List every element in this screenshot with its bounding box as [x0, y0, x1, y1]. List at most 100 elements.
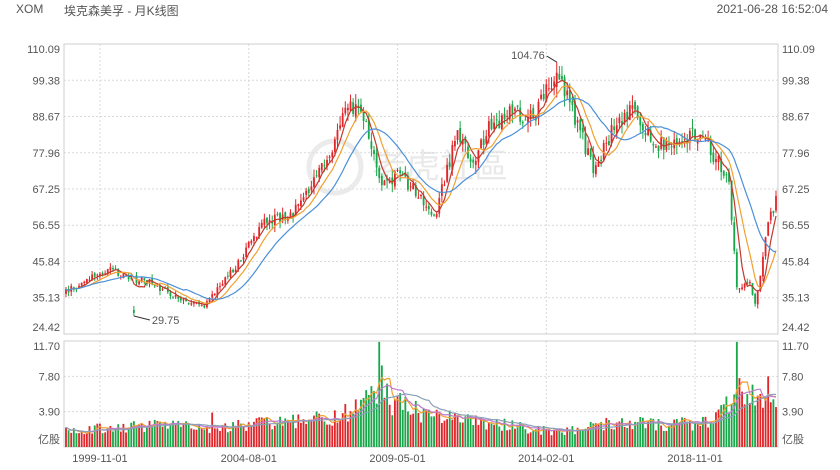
candle-up [294, 204, 297, 216]
volume-bar-up [393, 399, 396, 447]
volume-bar-down [239, 423, 242, 447]
volume-bar-down [467, 414, 469, 447]
volume-axis-right-label: 7.80 [782, 371, 803, 383]
candle-up [211, 294, 214, 298]
candle-down [592, 154, 595, 174]
volume-bar-down [649, 418, 652, 447]
time-axis-label: 2014-02-01 [518, 453, 574, 465]
volume-bar-up [383, 397, 386, 447]
candle-up [289, 212, 292, 219]
volume-bar-down [608, 420, 610, 447]
volume-bar-up [326, 424, 328, 447]
candle-up [253, 236, 255, 241]
volume-bar-up [699, 426, 702, 447]
volume-bar-down [600, 422, 603, 447]
volume-axis-right-label: 3.90 [782, 407, 803, 419]
volume-bar-up [602, 430, 605, 447]
candle-up [318, 167, 321, 178]
volume-bar-up [302, 419, 305, 447]
volume-bar-down [367, 394, 370, 447]
candle-up [250, 240, 253, 244]
candle-down [386, 178, 388, 181]
volume-bar-down [135, 425, 138, 447]
candle-up [615, 125, 618, 134]
candle-up [219, 286, 221, 288]
candle-up [743, 283, 746, 288]
volume-bar-down [644, 428, 647, 447]
volume-bar-up [762, 407, 764, 447]
volume-bar-up [88, 426, 91, 447]
candle-down [720, 158, 723, 172]
volume-bar-up [615, 422, 618, 447]
volume-bar-down [430, 416, 433, 447]
candle-up [493, 122, 496, 129]
candle-down [712, 152, 715, 162]
candle-up [438, 198, 441, 214]
volume-bar-up [148, 420, 151, 447]
volume-bar-down [561, 432, 563, 447]
volume-bar-up [281, 425, 284, 447]
candle-up [302, 197, 305, 201]
volume-bar-down [198, 425, 201, 447]
volume-bar-up [555, 429, 558, 447]
candle-up [245, 247, 248, 258]
volume-bar-up [125, 432, 127, 447]
candle-down [153, 285, 156, 287]
candle-up [339, 125, 341, 129]
candle-down [534, 115, 537, 121]
candle-up [769, 211, 772, 221]
volume-bar-up [438, 413, 441, 447]
volume-bar-down [751, 384, 754, 447]
price-axis-left-label: 56.55 [32, 220, 60, 232]
candle-up [268, 220, 271, 223]
candle-down [143, 278, 146, 281]
volume-bar-down [127, 427, 130, 447]
volume-bar-up [253, 421, 255, 447]
candle-up [346, 107, 349, 111]
candle-down [414, 185, 417, 197]
candle-up [508, 106, 511, 120]
volume-bar-down [725, 396, 728, 447]
candle-down [503, 113, 506, 120]
volume-bar-up [339, 420, 341, 447]
price-ma-line-2 [65, 85, 777, 304]
volume-bar-up [417, 412, 420, 447]
candle-down [657, 145, 660, 152]
volume-bar-down [132, 421, 135, 447]
candle-down [239, 260, 242, 262]
volume-bar-up [221, 426, 224, 447]
volume-bar-up [412, 413, 415, 447]
candle-up [425, 206, 428, 208]
candle-up [305, 190, 308, 195]
candle-down [733, 222, 736, 251]
volume-bar-up [341, 413, 344, 447]
candle-up [566, 90, 569, 96]
candle-down [367, 119, 370, 139]
candle-up [106, 269, 109, 274]
volume-bar-up [540, 434, 542, 447]
volume-bar-up [477, 424, 480, 447]
candle-up [344, 107, 347, 114]
volume-bar-up [328, 424, 331, 447]
volume-bar-down [378, 341, 381, 447]
volume-bar-down [681, 417, 683, 447]
volume-bar-down [164, 421, 167, 447]
candle-down [754, 293, 757, 304]
candle-up [331, 152, 334, 157]
volume-bar-up [553, 429, 556, 447]
annotation-leader [546, 55, 557, 63]
volume-bar-down [352, 413, 355, 447]
candle-up [255, 236, 258, 238]
volume-bar-down [143, 431, 146, 447]
volume-bar-down [568, 431, 571, 447]
volume-bar-down [159, 421, 161, 447]
candle-down [521, 121, 524, 124]
candle-down [571, 100, 574, 105]
candle-down [584, 133, 587, 155]
volume-bar-up [537, 426, 540, 447]
price-axis-right-label: 35.13 [782, 293, 810, 305]
volume-bar-up [99, 423, 101, 447]
volume-bar-down [399, 393, 402, 447]
